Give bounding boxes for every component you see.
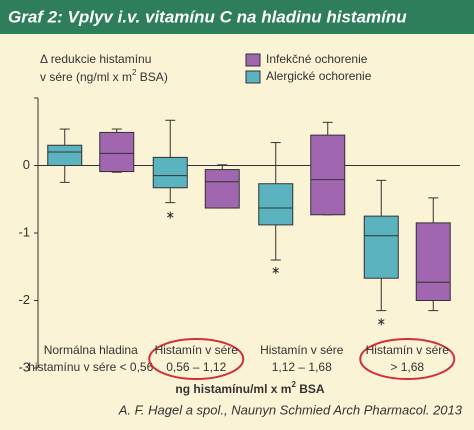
category-label: histamínu v sére < 0,56	[28, 360, 153, 374]
source: A. F. Hagel a spol., Naunyn Schmied Arch…	[118, 402, 463, 417]
x-label-part: BSA	[296, 382, 325, 396]
box	[152, 156, 188, 189]
y-tick-label: 0	[23, 157, 30, 172]
category-label: Histamín v sére	[260, 343, 344, 357]
category-label: > 1,68	[390, 360, 424, 374]
box	[47, 144, 83, 166]
y-axis-label: Δ redukcie histamínu	[40, 52, 151, 66]
box	[258, 183, 294, 226]
category-label: Histamín v sére	[155, 343, 239, 357]
legend-swatch	[245, 70, 261, 84]
box	[310, 134, 346, 216]
y-label-sup: 2	[132, 68, 137, 77]
legend-label: Alergické ochorenie	[266, 69, 372, 83]
y-label-part: BSA)	[136, 70, 167, 84]
x-axis-label: ng histamínu/ml x m2 BSA	[175, 380, 324, 396]
category-label: 0,56 – 1,12	[166, 360, 226, 374]
category-label: Histamín v sére	[366, 343, 450, 357]
category-label: Normálna hladina	[44, 343, 138, 357]
outlier	[166, 211, 174, 219]
x-label-part: ng histamínu/ml x m	[175, 382, 291, 396]
x-label-sup: 2	[291, 380, 296, 389]
box	[415, 222, 451, 301]
legend-swatch	[245, 53, 261, 67]
title-bar	[0, 0, 474, 34]
y-label-part: v sére (ng/ml x m	[40, 70, 132, 84]
highlight-circle	[359, 338, 456, 380]
box	[204, 169, 240, 209]
y-tick-label: -2	[18, 292, 30, 307]
outlier	[272, 266, 280, 274]
highlight-circle	[148, 338, 245, 380]
box	[99, 131, 135, 173]
legend-label: Infekčné ochorenie	[266, 52, 368, 66]
y-tick-label: -1	[18, 224, 30, 239]
box	[363, 215, 399, 279]
chart-title: Graf 2: Vplyv i.v. vitamínu C na hladinu…	[8, 7, 407, 26]
category-label: 1,12 – 1,68	[272, 360, 332, 374]
outlier	[377, 318, 385, 326]
y-tick-label: -3	[18, 359, 30, 374]
y-axis-label: v sére (ng/ml x m2 BSA)	[40, 68, 168, 84]
